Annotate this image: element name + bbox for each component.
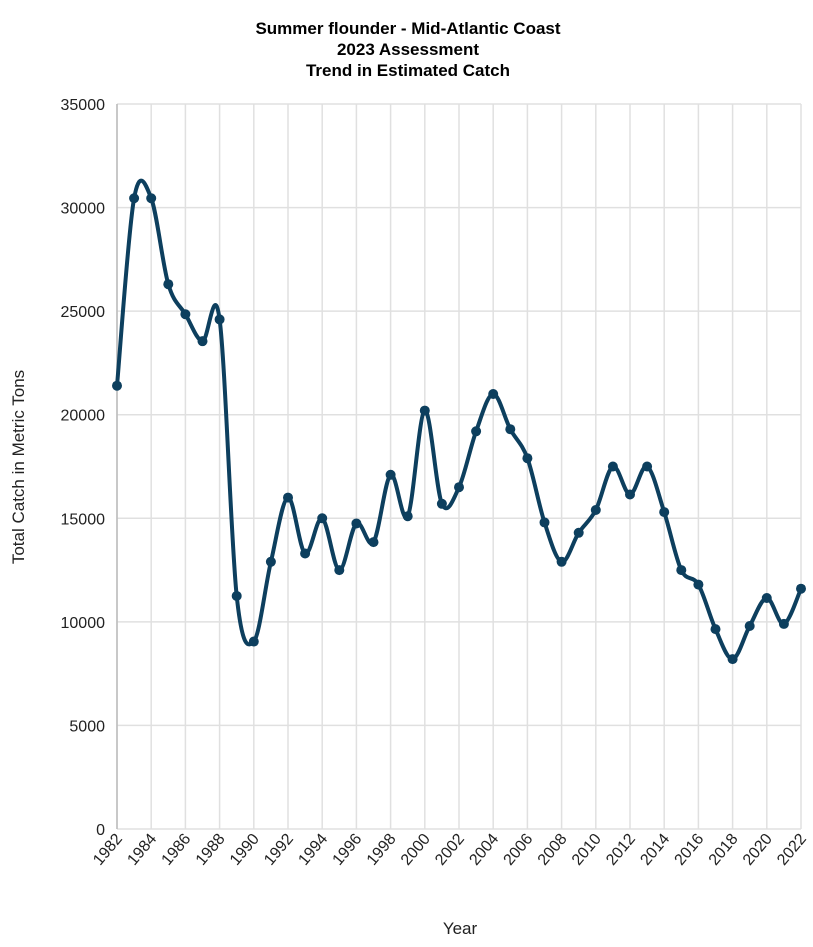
x-tick-label: 2004 [466, 831, 502, 869]
x-tick-label: 1986 [159, 831, 195, 869]
data-point [334, 565, 345, 576]
x-tick-label: 1996 [330, 831, 366, 869]
data-point [505, 424, 516, 435]
x-tick-label: 1988 [193, 831, 229, 869]
x-tick-label: 2000 [398, 831, 434, 869]
x-tick-label: 1990 [227, 831, 263, 869]
x-tick-label: 1994 [295, 831, 331, 869]
x-tick-label: 2022 [774, 831, 810, 869]
y-tick-label: 5000 [69, 718, 105, 735]
data-point [556, 556, 567, 567]
data-point [761, 593, 772, 604]
data-point [197, 336, 208, 347]
data-point [727, 654, 738, 665]
data-point [676, 565, 687, 576]
data-point [522, 453, 533, 464]
data-point [539, 517, 550, 528]
x-tick-label: 2014 [637, 831, 673, 869]
data-point [368, 537, 379, 548]
x-tick-label: 2006 [501, 831, 537, 869]
data-point [248, 636, 259, 647]
data-point [659, 507, 670, 518]
x-tick-label: 2016 [672, 831, 708, 869]
y-tick-label: 15000 [61, 511, 106, 528]
data-point [488, 389, 499, 399]
chart-title-line-1: Summer flounder - Mid-Atlantic Coast [255, 19, 560, 38]
data-point [180, 309, 191, 320]
y-axis-label: Total Catch in Metric Tons [9, 370, 28, 564]
y-tick-label: 35000 [61, 97, 106, 114]
data-point [402, 511, 413, 522]
x-tick-label: 1984 [124, 831, 160, 869]
data-point [590, 505, 601, 515]
x-tick-label: 2012 [603, 831, 639, 869]
y-tick-label: 10000 [61, 615, 106, 632]
data-point [283, 492, 293, 503]
data-point [436, 498, 447, 509]
x-tick-label: 2010 [569, 831, 605, 869]
x-tick-label: 2018 [706, 831, 742, 869]
data-point [573, 527, 584, 538]
chart-title-line-3: Trend in Estimated Catch [306, 61, 510, 80]
data-point [146, 193, 157, 204]
data-point [300, 548, 311, 559]
y-tick-label: 25000 [61, 304, 106, 321]
data-point [112, 380, 122, 391]
data-point [693, 579, 704, 590]
data-point [163, 279, 174, 290]
x-tick-label: 2002 [432, 831, 468, 869]
data-point [265, 556, 276, 567]
data-point [471, 426, 482, 437]
y-tick-label: 0 [96, 822, 105, 839]
data-point [642, 461, 653, 472]
chart-title-line-2: 2023 Assessment [337, 40, 479, 59]
data-point [351, 518, 362, 529]
data-point [607, 461, 618, 472]
data-point [454, 482, 464, 493]
x-tick-label: 1992 [261, 831, 297, 869]
data-point [744, 621, 755, 631]
data-point [231, 590, 242, 601]
data-point [129, 193, 140, 204]
y-tick-label: 30000 [61, 201, 106, 218]
x-tick-label: 2008 [535, 831, 571, 869]
data-point [214, 314, 225, 325]
x-tick-label: 1998 [364, 831, 400, 869]
data-point [385, 469, 396, 480]
data-point [419, 405, 430, 416]
data-point [710, 624, 721, 635]
y-tick-label: 20000 [61, 408, 106, 425]
x-axis-label: Year [443, 919, 478, 938]
x-tick-label: 2020 [740, 831, 776, 869]
data-point [778, 618, 789, 629]
data-point [625, 489, 635, 500]
data-point [317, 513, 328, 524]
data-point [796, 583, 806, 594]
